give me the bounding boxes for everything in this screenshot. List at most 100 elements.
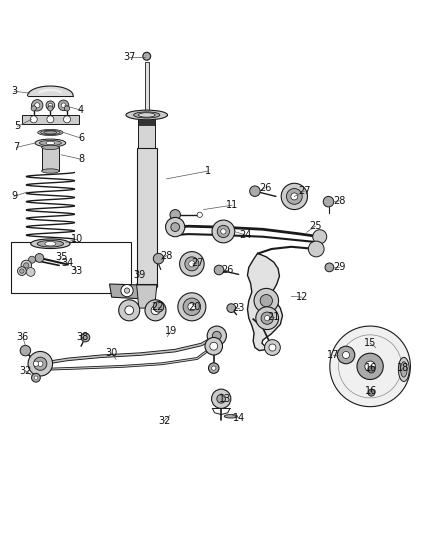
- Circle shape: [265, 316, 270, 321]
- Circle shape: [166, 217, 185, 237]
- Text: 28: 28: [160, 251, 173, 261]
- Circle shape: [197, 212, 202, 217]
- Circle shape: [254, 288, 279, 313]
- Circle shape: [171, 223, 180, 231]
- Text: 11: 11: [226, 200, 238, 210]
- Circle shape: [21, 260, 32, 271]
- Text: 18: 18: [397, 363, 409, 373]
- Circle shape: [205, 337, 223, 355]
- Text: 23: 23: [233, 303, 245, 313]
- Bar: [138, 120, 155, 125]
- Circle shape: [370, 391, 373, 394]
- Circle shape: [343, 351, 350, 359]
- Ellipse shape: [46, 141, 55, 145]
- Circle shape: [313, 230, 327, 244]
- Circle shape: [180, 252, 204, 276]
- Circle shape: [217, 225, 230, 238]
- Bar: [145, 62, 149, 114]
- Circle shape: [81, 333, 90, 342]
- Text: 30: 30: [106, 348, 118, 358]
- Text: 10: 10: [71, 235, 83, 244]
- Text: 4: 4: [78, 105, 84, 115]
- Circle shape: [32, 100, 43, 111]
- Circle shape: [330, 326, 410, 407]
- Text: 37: 37: [123, 52, 135, 62]
- Text: 19: 19: [165, 326, 177, 336]
- Circle shape: [48, 103, 53, 107]
- Circle shape: [291, 193, 298, 200]
- Text: 26: 26: [259, 183, 271, 192]
- Ellipse shape: [41, 130, 60, 135]
- Circle shape: [34, 357, 47, 370]
- Ellipse shape: [138, 113, 155, 117]
- Circle shape: [265, 340, 280, 356]
- Text: 1: 1: [205, 166, 211, 176]
- Circle shape: [24, 263, 29, 268]
- Circle shape: [208, 363, 219, 374]
- Text: 5: 5: [14, 122, 21, 131]
- Text: 17: 17: [327, 350, 339, 360]
- Text: 36: 36: [17, 333, 29, 343]
- Circle shape: [143, 52, 151, 60]
- Circle shape: [35, 103, 40, 108]
- Circle shape: [26, 268, 35, 276]
- Text: 22: 22: [152, 302, 164, 312]
- Circle shape: [30, 116, 37, 123]
- Circle shape: [214, 265, 224, 275]
- Circle shape: [308, 241, 324, 257]
- Circle shape: [18, 266, 26, 276]
- Circle shape: [61, 103, 66, 108]
- Text: 27: 27: [298, 186, 311, 196]
- Text: 39: 39: [133, 270, 145, 280]
- Text: 3: 3: [11, 86, 17, 96]
- Ellipse shape: [224, 415, 237, 418]
- Text: 24: 24: [239, 230, 251, 240]
- Polygon shape: [247, 253, 283, 351]
- Circle shape: [212, 366, 216, 370]
- Circle shape: [178, 293, 206, 321]
- Circle shape: [207, 326, 226, 345]
- Circle shape: [227, 304, 236, 312]
- Text: 32: 32: [158, 416, 170, 426]
- Circle shape: [212, 389, 231, 408]
- Circle shape: [221, 229, 226, 234]
- Circle shape: [58, 100, 69, 110]
- Text: 38: 38: [76, 333, 88, 343]
- Bar: [11, 243, 131, 293]
- Bar: [42, 147, 59, 171]
- Text: 34: 34: [62, 258, 74, 268]
- Text: 15: 15: [364, 338, 376, 348]
- Circle shape: [260, 295, 272, 307]
- Ellipse shape: [37, 240, 64, 247]
- Ellipse shape: [399, 358, 409, 382]
- Text: 32: 32: [19, 366, 32, 376]
- Text: 16: 16: [365, 363, 378, 373]
- Ellipse shape: [400, 362, 407, 377]
- Polygon shape: [28, 86, 73, 96]
- Circle shape: [250, 186, 260, 197]
- Circle shape: [325, 263, 334, 272]
- Circle shape: [188, 303, 196, 311]
- Text: 35: 35: [55, 252, 67, 262]
- Circle shape: [35, 254, 44, 262]
- Circle shape: [145, 300, 166, 321]
- Circle shape: [33, 361, 39, 366]
- Circle shape: [32, 374, 40, 382]
- Ellipse shape: [35, 139, 66, 147]
- Text: 27: 27: [191, 258, 203, 268]
- Ellipse shape: [42, 169, 59, 173]
- Circle shape: [64, 116, 71, 123]
- Ellipse shape: [31, 239, 70, 248]
- Circle shape: [48, 106, 53, 111]
- Ellipse shape: [38, 130, 63, 135]
- Circle shape: [38, 361, 43, 366]
- Text: 26: 26: [222, 265, 234, 275]
- Text: 14: 14: [233, 413, 245, 423]
- Text: 12: 12: [296, 292, 308, 302]
- Ellipse shape: [42, 145, 59, 150]
- Circle shape: [125, 306, 134, 314]
- Circle shape: [20, 345, 31, 356]
- Circle shape: [370, 368, 373, 371]
- Circle shape: [64, 106, 70, 111]
- Ellipse shape: [39, 140, 61, 146]
